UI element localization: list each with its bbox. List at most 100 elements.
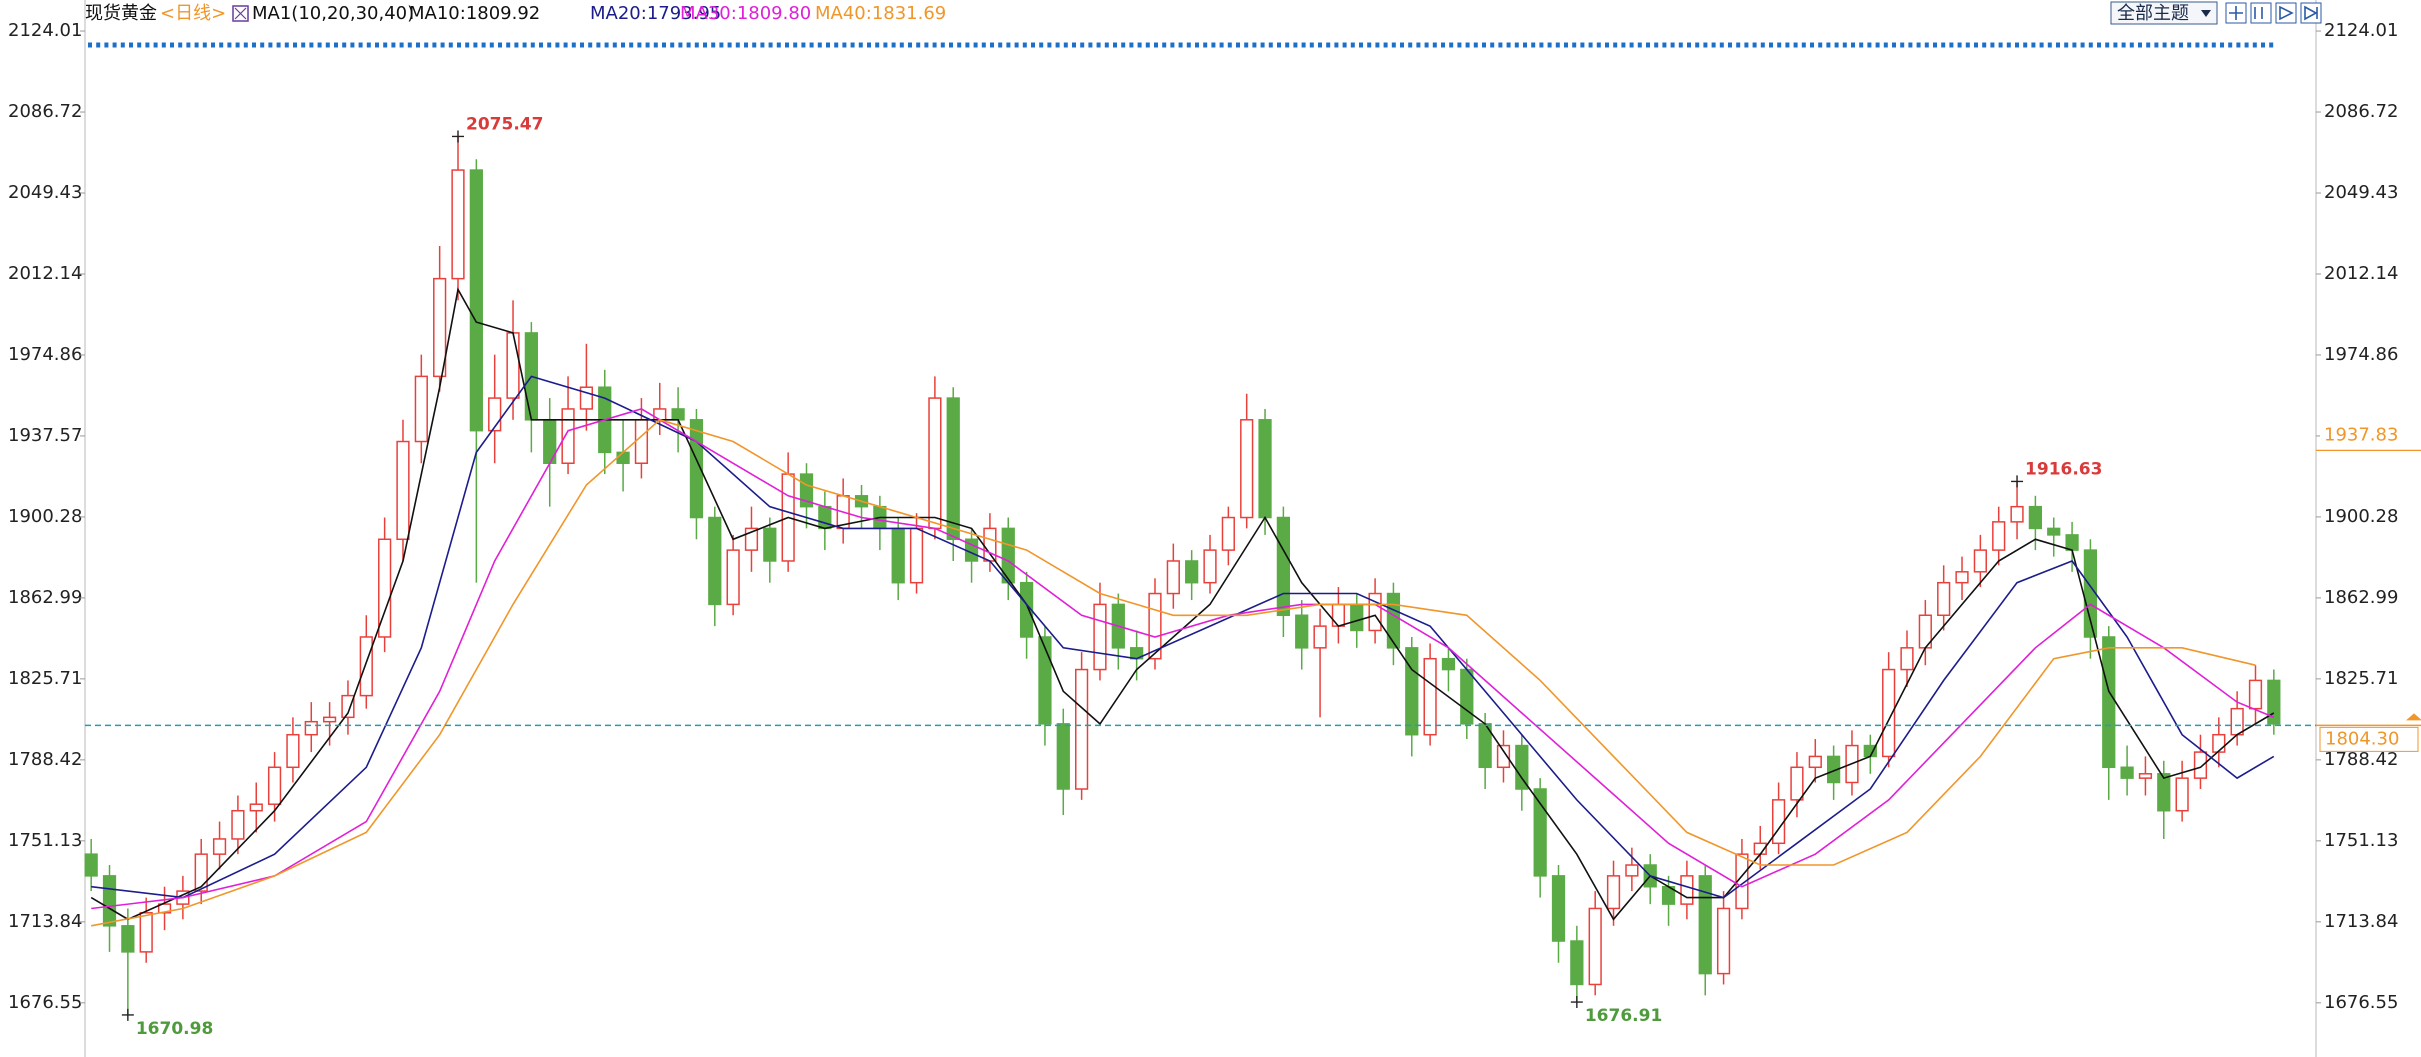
candle-body xyxy=(634,419,649,464)
candle-body xyxy=(378,538,392,638)
y-tick-label-left: 1937.57 xyxy=(8,425,82,446)
candle-body xyxy=(359,636,373,697)
candle-body xyxy=(671,408,685,421)
candle-body xyxy=(1405,647,1419,736)
y-tick-label-left: 1676.55 xyxy=(8,992,82,1013)
candle-body xyxy=(2010,505,2024,523)
candle-body xyxy=(194,853,208,892)
candle-body xyxy=(2120,766,2134,779)
candle-body xyxy=(1533,788,1547,877)
candle-body xyxy=(1276,516,1290,617)
last-price-label: 1804.30 xyxy=(2325,728,2399,749)
candle-body xyxy=(1771,799,1786,845)
candle-body xyxy=(744,527,759,551)
indicator-icon[interactable] xyxy=(232,5,249,22)
last-price-arrow xyxy=(2406,713,2421,721)
candle-body xyxy=(946,397,960,541)
candle-body xyxy=(84,853,98,877)
candle-body xyxy=(433,277,447,378)
y-tick-label-right: 1676.55 xyxy=(2324,992,2398,1013)
extreme-marker xyxy=(452,130,465,143)
candle-body xyxy=(1331,603,1346,627)
candle-body xyxy=(799,473,814,508)
tool-icons xyxy=(2229,5,2318,21)
extreme-marker xyxy=(1570,996,1583,1009)
candle-body xyxy=(1056,723,1070,790)
legend-entry: MA10:1809.92 xyxy=(409,3,540,24)
y-tick-label-right: 2086.72 xyxy=(2324,101,2398,122)
y-tick-label-right: 1825.71 xyxy=(2324,668,2398,689)
candle-body xyxy=(1937,581,1951,617)
candle-body xyxy=(1221,516,1235,551)
y-tick-label-left: 2049.43 xyxy=(8,182,82,203)
candle-body xyxy=(1680,875,1694,905)
candle-body xyxy=(341,694,355,719)
y-tick-label-left: 1751.13 xyxy=(8,830,82,851)
candle-body xyxy=(928,397,942,530)
right-marker-label: 1937.83 xyxy=(2324,424,2398,445)
candle-body xyxy=(983,527,997,562)
indicator-icon-mark xyxy=(234,7,247,20)
candle-body xyxy=(689,419,704,519)
theme-button[interactable] xyxy=(2110,1,2218,25)
candle-body xyxy=(2193,751,2208,779)
candle-body xyxy=(1882,668,1896,758)
candle-body xyxy=(1551,875,1566,942)
candle-body xyxy=(2028,505,2043,530)
y-tick-label-left: 2012.14 xyxy=(8,263,82,284)
y-tick-label-right: 1713.84 xyxy=(2324,911,2398,932)
candle-body xyxy=(2102,636,2116,769)
period: <日线> xyxy=(160,3,226,24)
candle-body xyxy=(1038,636,1052,725)
y-tick-label-left: 2086.72 xyxy=(8,101,82,122)
candle-body xyxy=(1625,864,1639,877)
tool-button[interactable] xyxy=(2300,2,2322,24)
y-tick-label-right: 1751.13 xyxy=(2324,830,2398,851)
candle-body xyxy=(1313,625,1327,649)
right-marker-bg xyxy=(2320,423,2418,448)
y-tick-label-right: 2012.14 xyxy=(2324,263,2398,284)
candle-body xyxy=(891,527,905,584)
y-tick-label-right: 1900.28 xyxy=(2324,506,2398,527)
y-tick-label-left: 1713.84 xyxy=(8,911,82,932)
candle-body xyxy=(488,397,502,432)
candle-body xyxy=(726,549,740,606)
tool-button[interactable] xyxy=(2250,2,2272,24)
candle-body xyxy=(1350,603,1364,632)
candle-body xyxy=(2083,549,2098,638)
candle-body xyxy=(451,169,465,280)
candle-body xyxy=(2230,707,2244,736)
candle-body xyxy=(121,925,135,953)
theme-button-label: 全部主题 xyxy=(2117,3,2189,24)
candle-body xyxy=(1386,592,1401,649)
candle-body xyxy=(304,720,318,736)
candle-body xyxy=(616,451,630,464)
candle-body xyxy=(1295,614,1309,649)
candle-body xyxy=(1166,560,1180,595)
extreme-label: 1916.63 xyxy=(2025,459,2102,479)
candle-body xyxy=(2212,733,2226,753)
y-tick-label-right: 1862.99 xyxy=(2324,587,2398,608)
extreme-label: 1676.91 xyxy=(1585,1006,1662,1026)
extreme-label: 1670.98 xyxy=(136,1019,213,1039)
candle-body xyxy=(1460,668,1474,725)
candle-body xyxy=(267,766,282,805)
candle-body xyxy=(212,838,227,855)
candle-body xyxy=(2157,773,2171,812)
candle-body xyxy=(579,386,594,410)
ma-line xyxy=(91,375,2275,899)
candle-body xyxy=(1258,419,1272,519)
candle-body xyxy=(102,875,117,927)
candle-body xyxy=(157,903,172,914)
candle-body xyxy=(1808,755,1822,769)
candle-body xyxy=(1515,744,1529,790)
y-tick-label-right: 1974.86 xyxy=(2324,344,2398,365)
candle-body xyxy=(1441,657,1456,671)
y-tick-label-left: 1825.71 xyxy=(8,668,82,689)
candle-body xyxy=(1955,571,1969,584)
candle-body xyxy=(2138,773,2153,779)
y-tick-label-left: 1900.28 xyxy=(8,506,82,527)
instrument-title: 现货黄金 xyxy=(85,3,157,24)
ma-line xyxy=(90,287,2275,921)
